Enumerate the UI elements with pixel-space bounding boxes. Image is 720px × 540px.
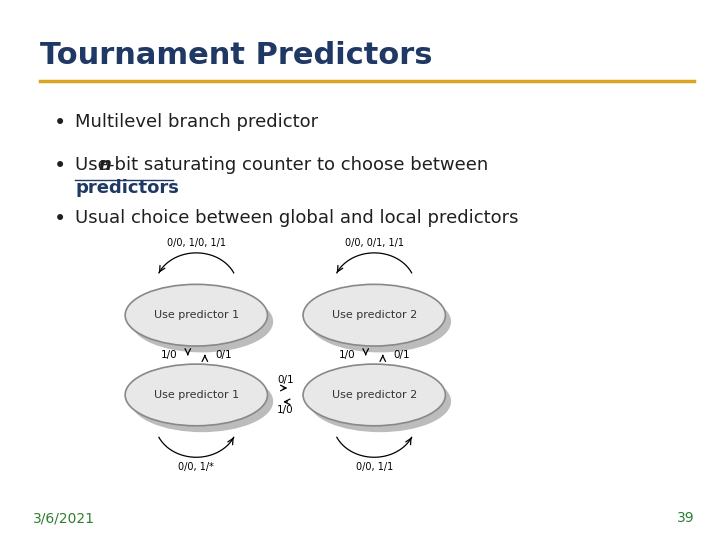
Text: n: n xyxy=(99,156,112,174)
Text: 0/1: 0/1 xyxy=(277,375,294,385)
Ellipse shape xyxy=(131,291,273,353)
Ellipse shape xyxy=(303,285,446,346)
Text: Use predictor 1: Use predictor 1 xyxy=(154,390,239,400)
Text: 3/6/2021: 3/6/2021 xyxy=(32,511,94,525)
Text: 0/0, 1/*: 0/0, 1/* xyxy=(179,462,215,472)
Ellipse shape xyxy=(309,370,451,432)
Text: Usual choice between global and local predictors: Usual choice between global and local pr… xyxy=(76,209,519,227)
Text: Use predictor 2: Use predictor 2 xyxy=(332,390,417,400)
Text: Tournament Predictors: Tournament Predictors xyxy=(40,42,432,70)
Text: 0/1: 0/1 xyxy=(215,350,232,360)
Text: 39: 39 xyxy=(677,511,695,525)
Ellipse shape xyxy=(309,291,451,353)
Text: 0/0, 1/0, 1/1: 0/0, 1/0, 1/1 xyxy=(167,238,226,248)
Text: predictors: predictors xyxy=(76,179,179,197)
Text: 1/0: 1/0 xyxy=(277,405,294,415)
Text: 0/1: 0/1 xyxy=(393,350,410,360)
Text: 1/0: 1/0 xyxy=(338,350,355,360)
Text: Use predictor 2: Use predictor 2 xyxy=(332,310,417,320)
Text: 1/0: 1/0 xyxy=(161,350,177,360)
Text: Multilevel branch predictor: Multilevel branch predictor xyxy=(76,113,318,131)
Ellipse shape xyxy=(125,285,268,346)
Text: Use: Use xyxy=(76,156,114,174)
Ellipse shape xyxy=(125,364,268,426)
Text: •: • xyxy=(54,209,66,229)
Ellipse shape xyxy=(131,370,273,432)
Text: •: • xyxy=(54,156,66,176)
Text: 0/0, 1/1: 0/0, 1/1 xyxy=(356,462,393,472)
Text: Use predictor 1: Use predictor 1 xyxy=(154,310,239,320)
Text: 0/0, 0/1, 1/1: 0/0, 0/1, 1/1 xyxy=(345,238,404,248)
Text: •: • xyxy=(54,113,66,133)
Ellipse shape xyxy=(303,364,446,426)
Text: -bit saturating counter to choose between: -bit saturating counter to choose betwee… xyxy=(108,156,488,174)
